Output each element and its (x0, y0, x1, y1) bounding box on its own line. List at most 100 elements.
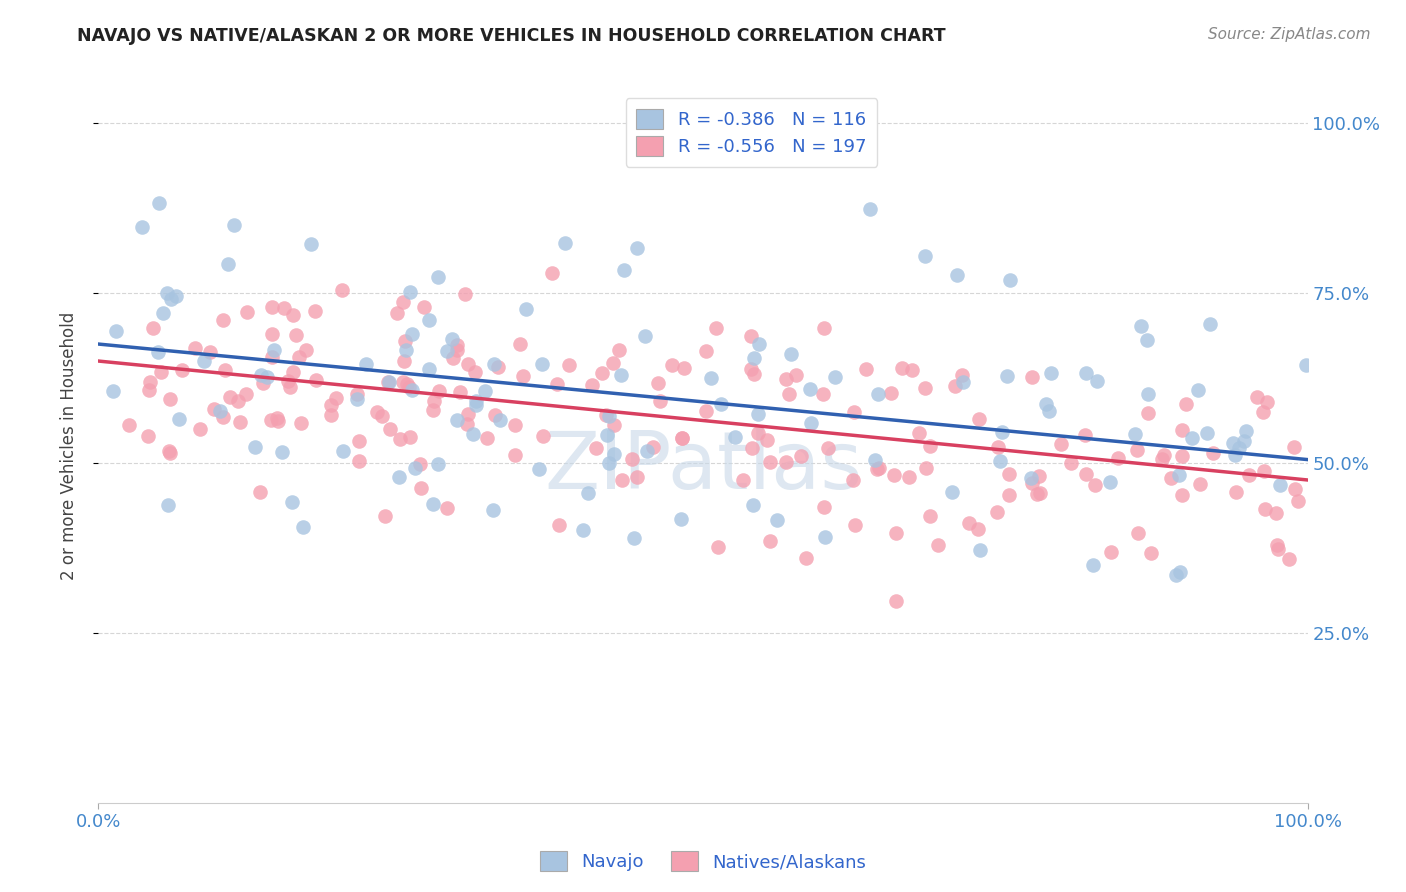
Point (235, 386, 257, 401)
Point (918, 439, 941, 453)
Point (1153, 448, 1175, 462)
Point (319, 398, 342, 412)
Point (346, 386, 368, 401)
Point (377, 375, 399, 389)
Point (395, 377, 418, 392)
Point (1160, 470, 1182, 484)
Point (742, 351, 765, 365)
Point (305, 373, 328, 387)
Point (969, 412, 991, 426)
Point (907, 425, 929, 440)
Point (131, 220, 153, 235)
Point (211, 410, 233, 425)
Point (281, 308, 304, 322)
Point (138, 383, 160, 397)
Point (1099, 544, 1122, 558)
Point (267, 414, 290, 428)
Point (1174, 397, 1197, 411)
Point (531, 357, 554, 371)
Point (1253, 464, 1275, 478)
Point (927, 538, 949, 552)
Point (1076, 467, 1098, 482)
Point (1268, 478, 1291, 492)
Point (596, 428, 619, 442)
Point (465, 398, 488, 412)
Point (626, 241, 648, 255)
Point (378, 376, 401, 390)
Point (546, 377, 568, 392)
Point (1050, 437, 1073, 451)
Point (548, 518, 571, 533)
Point (723, 430, 745, 444)
Point (413, 300, 436, 314)
Point (401, 326, 423, 341)
Point (1295, 359, 1317, 373)
Point (441, 351, 464, 365)
Point (741, 442, 763, 456)
Point (1029, 486, 1052, 500)
Point (814, 530, 837, 544)
Point (219, 391, 242, 405)
Point (915, 461, 938, 475)
Point (515, 301, 537, 316)
Point (607, 343, 630, 358)
Point (1251, 405, 1274, 419)
Point (1073, 427, 1095, 442)
Point (1197, 425, 1219, 440)
Point (148, 196, 170, 211)
Point (952, 375, 974, 389)
Point (260, 326, 283, 341)
Point (456, 417, 478, 431)
Point (319, 408, 342, 422)
Point (488, 412, 510, 426)
Point (747, 407, 769, 421)
Point (1188, 476, 1211, 491)
Point (1254, 501, 1277, 516)
Point (184, 341, 207, 355)
Point (700, 371, 723, 385)
Point (202, 401, 225, 416)
Point (193, 354, 215, 368)
Point (1026, 487, 1049, 501)
Point (454, 286, 477, 301)
Point (1246, 390, 1268, 404)
Point (1085, 374, 1108, 388)
Point (598, 456, 620, 470)
Point (290, 416, 312, 430)
Point (844, 517, 866, 532)
Point (1126, 443, 1149, 458)
Text: Source: ZipAtlas.com: Source: ZipAtlas.com (1208, 27, 1371, 42)
Point (159, 392, 181, 406)
Point (457, 407, 479, 421)
Point (277, 374, 299, 388)
Point (1237, 468, 1260, 483)
Point (1107, 451, 1129, 466)
Point (509, 337, 531, 351)
Point (1286, 493, 1309, 508)
Point (531, 429, 554, 443)
Point (775, 372, 797, 386)
Point (759, 534, 782, 549)
Point (780, 347, 803, 361)
Point (170, 363, 193, 377)
Point (707, 540, 730, 554)
Point (101, 384, 124, 398)
Point (427, 269, 450, 284)
Point (1222, 436, 1244, 450)
Point (404, 461, 426, 475)
Point (422, 403, 444, 417)
Point (159, 446, 181, 460)
Point (868, 460, 890, 475)
Point (150, 365, 173, 379)
Point (226, 393, 249, 408)
Point (464, 366, 486, 380)
Point (299, 237, 322, 252)
Point (260, 301, 283, 315)
Point (388, 469, 411, 483)
Point (1223, 448, 1246, 462)
Point (1225, 484, 1247, 499)
Point (449, 385, 471, 400)
Point (598, 409, 620, 424)
Point (740, 329, 762, 343)
Point (446, 343, 468, 357)
